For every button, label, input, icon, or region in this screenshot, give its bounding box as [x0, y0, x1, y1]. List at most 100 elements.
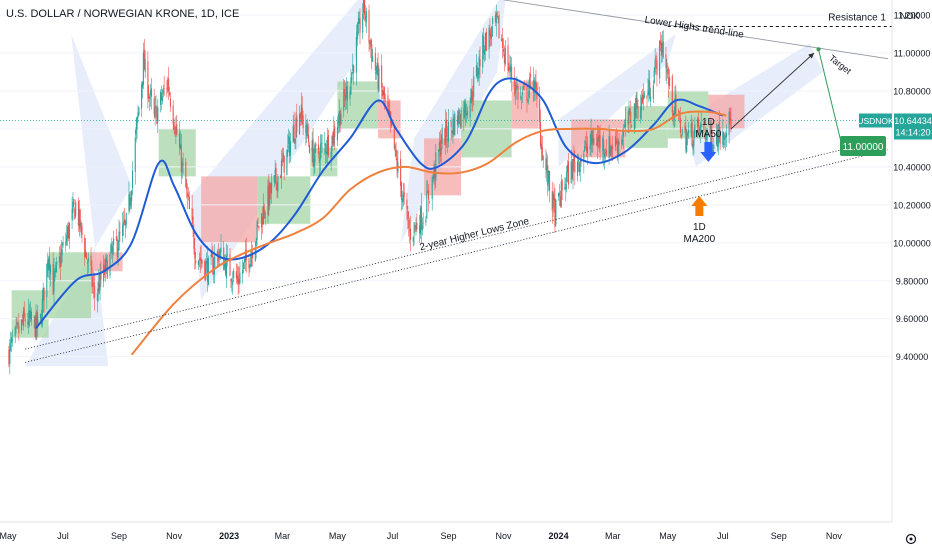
candle-down: [129, 197, 131, 205]
candle-down: [655, 58, 657, 60]
candle-up: [331, 135, 333, 152]
candle-up: [280, 160, 283, 178]
candle-down: [371, 43, 373, 62]
candle-up: [46, 263, 48, 298]
x-tick-label: Mar: [275, 531, 291, 541]
candle-down: [407, 210, 409, 219]
candle-down: [119, 232, 121, 234]
candle-down: [636, 98, 638, 107]
x-tick-label: Nov: [826, 531, 843, 541]
candle-down: [344, 88, 346, 97]
candle-up: [20, 319, 23, 331]
candle-down: [450, 120, 452, 128]
candle-down: [90, 255, 92, 267]
candle-up: [56, 261, 58, 265]
candle-up: [589, 145, 591, 149]
higher-lows-trendline: [25, 149, 889, 363]
candle-down: [585, 143, 588, 151]
candle-down: [169, 92, 171, 96]
candle-up: [567, 164, 569, 173]
candle-up: [17, 324, 19, 326]
candle-up: [97, 281, 99, 292]
candle-down: [52, 263, 54, 295]
candle-up: [41, 299, 43, 325]
candle-up: [521, 92, 524, 95]
candle-up: [604, 154, 606, 158]
candle-down: [18, 325, 20, 334]
candle-up: [446, 139, 449, 140]
candle-up: [604, 152, 607, 153]
candle-down: [502, 49, 505, 52]
candle-down: [547, 165, 549, 186]
price-axis[interactable]: [892, 0, 932, 550]
candle-down: [662, 40, 664, 58]
candle-down: [178, 133, 181, 148]
candle-down: [459, 121, 461, 127]
candle-down: [599, 134, 601, 148]
candle-down: [498, 14, 500, 39]
candle-up: [198, 259, 200, 260]
candle-down: [427, 190, 429, 193]
candle-down: [261, 216, 264, 225]
candle-up: [577, 160, 579, 162]
candle-up: [492, 18, 494, 24]
candle-down: [539, 122, 542, 147]
settings-gear-icon[interactable]: [905, 533, 917, 545]
ma200-annotation-name: MA200: [684, 234, 716, 245]
x-tick-label: Mar: [605, 531, 621, 541]
candle-down: [612, 148, 614, 150]
candle-down: [308, 144, 311, 153]
candle-up: [128, 194, 130, 211]
candle-down: [559, 196, 561, 206]
candle-up: [117, 248, 119, 258]
candle-up: [520, 96, 522, 98]
candle-down: [472, 98, 474, 100]
time-axis[interactable]: [0, 522, 932, 550]
candle-up: [350, 77, 352, 95]
candle-up: [555, 199, 557, 225]
candle-up: [55, 264, 57, 272]
x-tick-label: 2023: [219, 531, 239, 541]
candle-down: [308, 134, 310, 143]
candle-down: [444, 128, 446, 146]
candle-down: [302, 115, 304, 129]
candle-down: [671, 76, 673, 113]
y-tick-label: 11.00000: [894, 49, 931, 59]
candle-up: [311, 140, 313, 152]
candle-up: [583, 153, 585, 163]
candle-down: [609, 136, 611, 156]
candle-down: [368, 10, 370, 43]
candle-down: [530, 74, 532, 77]
candle-down: [637, 105, 639, 118]
candle-down: [384, 97, 386, 100]
candle-up: [256, 221, 258, 240]
candle-up: [14, 327, 16, 337]
candle-down: [359, 18, 361, 33]
candle-up: [110, 244, 112, 253]
candle-up: [647, 91, 649, 96]
candle-up: [243, 262, 245, 270]
candle-down: [668, 77, 670, 86]
candle-down: [248, 258, 250, 268]
candle-down: [156, 108, 158, 124]
x-tick-label: 2024: [549, 531, 569, 541]
candle-down: [388, 109, 390, 113]
candle-down: [685, 128, 687, 151]
candle-up: [650, 96, 652, 102]
candle-up: [343, 89, 345, 111]
candle-up: [286, 149, 288, 175]
candle-down: [408, 219, 410, 229]
candle-up: [349, 90, 351, 99]
candle-down: [517, 86, 519, 100]
candle-up: [270, 182, 273, 193]
candle-down: [387, 95, 389, 107]
candle-down: [678, 110, 680, 113]
candle-up: [60, 252, 62, 265]
candle-down: [147, 61, 149, 99]
candle-down: [186, 187, 188, 190]
candle-up: [181, 160, 183, 172]
candle-down: [428, 200, 431, 202]
candle-up: [484, 49, 486, 55]
